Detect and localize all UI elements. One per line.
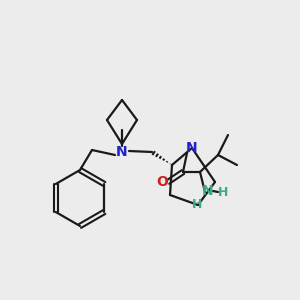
Text: N: N bbox=[202, 184, 214, 198]
Text: N: N bbox=[116, 145, 128, 159]
Text: O: O bbox=[156, 175, 168, 189]
Text: H: H bbox=[192, 197, 202, 211]
Text: N: N bbox=[186, 141, 198, 155]
Text: H: H bbox=[218, 185, 228, 199]
